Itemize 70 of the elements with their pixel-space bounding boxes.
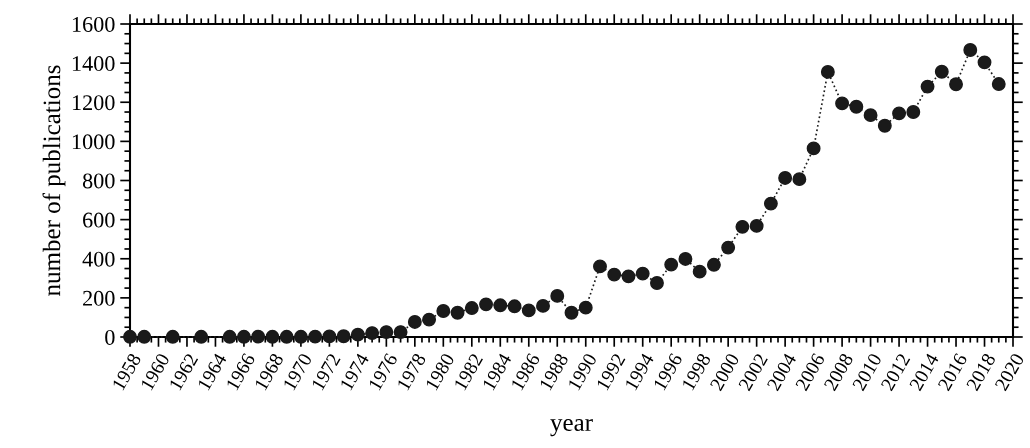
point: [920, 79, 935, 94]
point: [450, 305, 465, 320]
point: [593, 259, 607, 274]
point: [293, 329, 308, 344]
point: [322, 329, 337, 344]
point: [849, 99, 864, 114]
point: [635, 266, 650, 281]
point: [336, 329, 351, 344]
y-tick-label: 1600: [72, 16, 115, 32]
point: [564, 305, 579, 320]
point: [507, 299, 522, 314]
point: [977, 55, 992, 70]
x-axis-title: year: [550, 419, 593, 437]
y-tick-label: 0: [105, 329, 115, 345]
point: [578, 300, 593, 315]
point: [265, 329, 280, 344]
y-tick-label: 1000: [72, 134, 115, 150]
point: [123, 329, 137, 344]
point: [692, 264, 707, 279]
point: [735, 219, 750, 234]
point: [393, 325, 408, 340]
point: [877, 118, 892, 133]
y-tick-label: 1200: [72, 95, 115, 111]
point: [934, 64, 949, 79]
point: [706, 257, 721, 272]
y-tick-label: 600: [83, 212, 115, 228]
point: [749, 218, 764, 233]
point: [650, 276, 664, 290]
point: [365, 326, 380, 341]
point: [607, 267, 622, 282]
point: [407, 314, 422, 329]
point: [422, 312, 437, 327]
point: [222, 329, 237, 344]
y-tick-label: 400: [82, 251, 115, 267]
point: [464, 301, 479, 315]
point: [236, 329, 251, 344]
point: [778, 171, 793, 185]
y-tick-label: 800: [82, 173, 115, 189]
point: [521, 303, 536, 318]
point: [479, 297, 493, 312]
point: [379, 325, 394, 340]
point: [664, 257, 679, 272]
y-tick-label: 1400: [72, 56, 115, 72]
point: [892, 106, 907, 121]
point: [436, 304, 451, 318]
point: [820, 64, 835, 79]
point: [137, 329, 152, 344]
point: [863, 108, 878, 123]
y-tick-label: 200: [83, 290, 115, 306]
point: [621, 269, 636, 284]
point: [963, 43, 978, 57]
point: [536, 298, 550, 313]
point: [906, 105, 921, 119]
point: [350, 327, 365, 342]
point: [194, 329, 209, 344]
point: [165, 329, 180, 344]
point: [550, 288, 565, 303]
point: [251, 329, 266, 344]
point: [678, 252, 693, 266]
point: [806, 141, 821, 156]
point: [721, 240, 736, 255]
point: [991, 77, 1006, 92]
point: [949, 77, 963, 92]
point: [308, 329, 323, 344]
point: [279, 329, 294, 344]
point: [493, 298, 508, 313]
y-axis-title: number of publications: [42, 65, 66, 296]
point: [835, 96, 850, 111]
point: [792, 172, 807, 187]
point: [763, 196, 778, 211]
